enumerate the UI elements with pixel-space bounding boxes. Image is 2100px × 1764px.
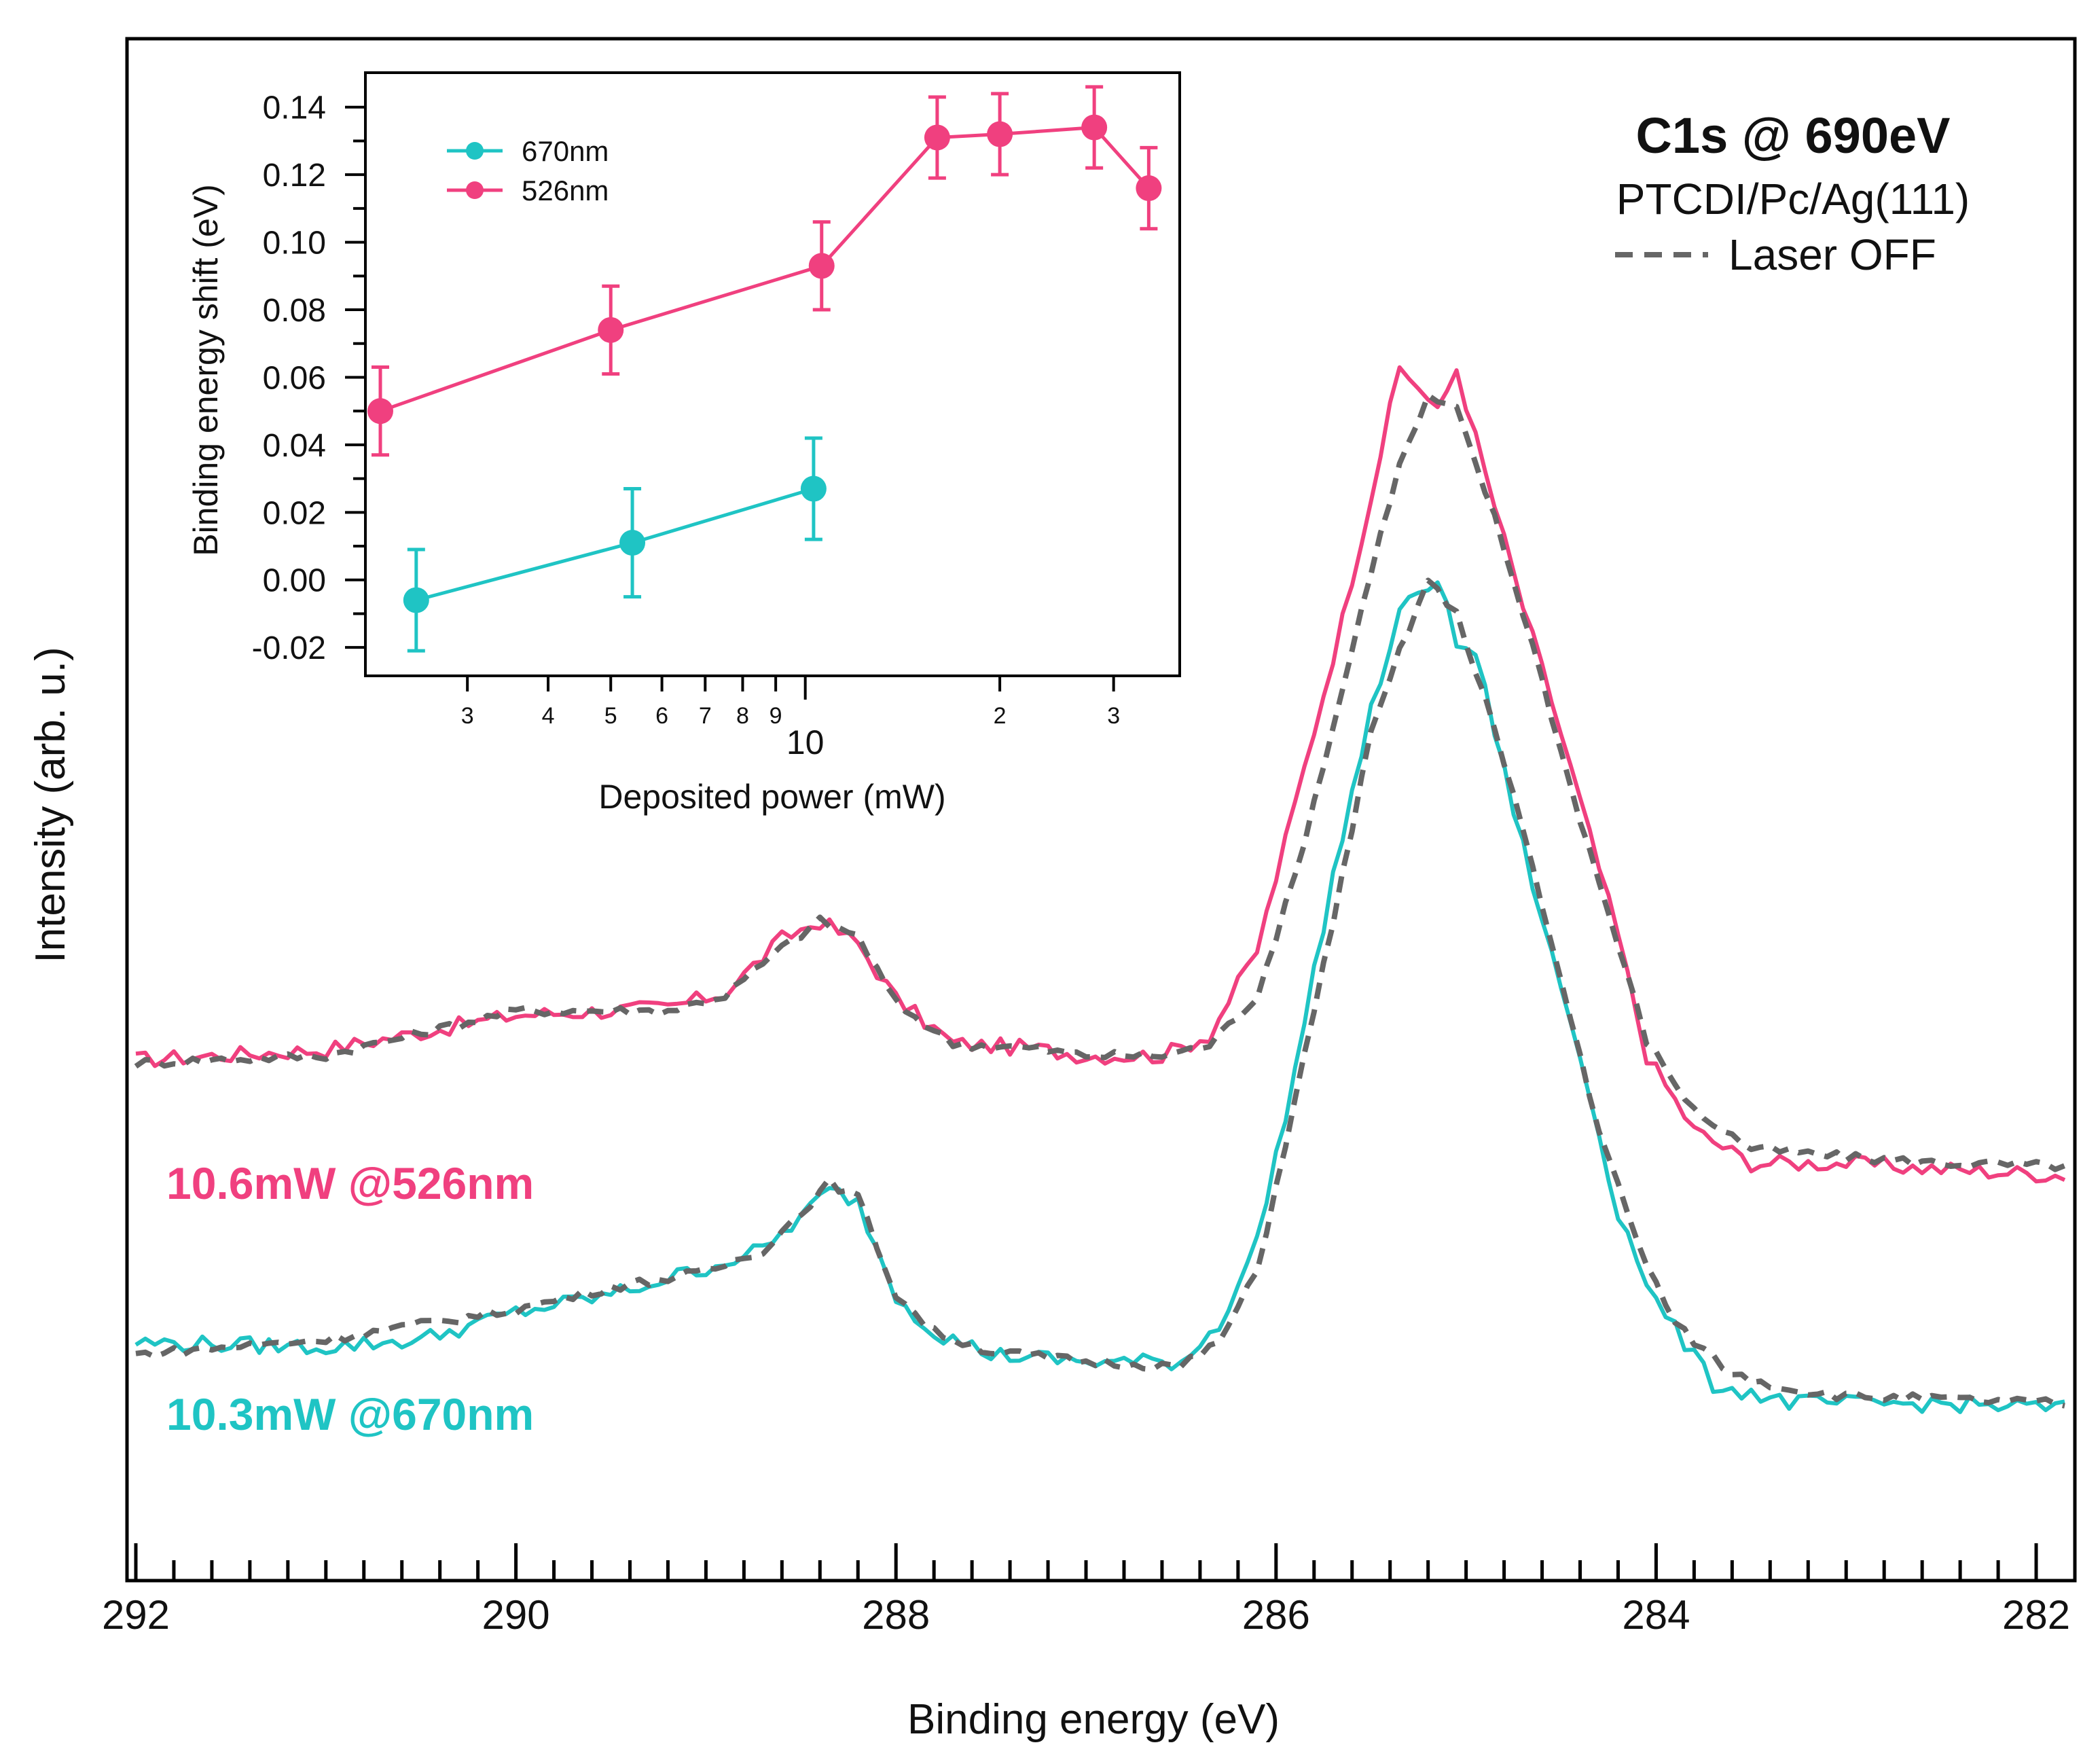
x-tick-label: 288 [862,1592,930,1638]
inset-x-tick-label: 3 [1107,703,1120,729]
inset-background [365,73,1180,676]
series-line-10-6mw-526nm [135,365,2066,1184]
inset-chart: 0.14 0.12 0.10 0.08 0.06 0.04 0.02 0.00 -0.02 3 4… [187,71,1181,816]
main-x-axis-label: Binding energy (eV) [907,1696,1280,1743]
annotation-670nm: 10.3mW @670nm [166,1389,534,1439]
inset-x-tick-label: 4 [542,703,555,729]
inset-x-tick-label: 2 [994,703,1007,729]
series-line-10-3mw-670nm-laser-off [135,577,2065,1409]
inset-y-ticks: 0.14 0.12 0.10 0.08 0.06 0.04 0.02 0.00 -0.02 [252,90,365,666]
inset-y-tick-label: 0.06 [263,360,326,396]
inset-x-tick-label: 3 [461,703,474,729]
inset-legend-670nm-label: 670nm [522,135,609,167]
inset-x-axis-label: Deposited power (mW) [598,778,945,816]
main-x-ticks [134,1543,2038,1581]
x-tick-label: 290 [482,1592,550,1638]
inset-y-tick-label: 0.02 [263,495,326,531]
inset-point-526nm [598,317,624,343]
x-tick-label: 286 [1242,1592,1310,1638]
inset-point-670nm [800,475,827,502]
inset-x-tick-label: 8 [736,703,749,729]
inset-y-tick-label: 0.10 [263,226,326,262]
inset-y-axis-label: Binding energy shift (eV) [187,184,225,556]
inset-series-group [367,85,1162,653]
main-y-axis-label: Intensity (arb. u.) [27,647,74,962]
inset-point-526nm [1081,114,1108,141]
chart-subtitle: PTCDI/Pc/Ag(111) [1616,175,1970,223]
inset-x-tick-label: 9 [770,703,782,729]
main-chart: 292 290 288 286 284 282 Binding energy (eV) I… [27,37,2077,1743]
main-series-group [134,365,2066,1414]
inset-y-tick-label: 0.04 [263,428,326,464]
legend-laser-off-label: Laser OFF [1728,230,1936,279]
inset-y-tick-label: 0.08 [263,293,326,329]
inset-legend-670nm-marker [466,142,484,160]
inset-point-526nm [987,121,1013,147]
inset-y-tick-label: 0.00 [263,563,326,599]
inset-x-tick-label: 10 [786,723,825,761]
chart-title: C1s @ 690eV [1635,107,1950,164]
inset-x-tick-label: 7 [699,703,712,729]
x-tick-label: 284 [1622,1592,1690,1638]
series-line-10-3mw-670nm [134,580,2065,1414]
annotation-526nm: 10.6mW @526nm [166,1158,534,1208]
inset-point-670nm [403,587,429,613]
inset-point-670nm [619,530,646,556]
x-tick-label: 292 [102,1592,170,1638]
inset-y-tick-label: 0.12 [263,158,326,194]
inset-legend-526nm-marker [466,181,484,199]
inset-x-ticks: 3 4 5 6 7 8 910 2 3 [461,676,1120,761]
main-x-tick-labels: 292 290 288 286 284 282 [102,1592,2070,1638]
x-tick-label: 282 [2002,1592,2070,1638]
inset-legend-526nm-label: 526nm [522,175,609,206]
main-plot-frame [125,37,2077,1583]
inset-y-tick-label: 0.14 [263,90,326,126]
inset-x-tick-label: 6 [655,703,668,729]
inset-point-526nm [367,398,393,425]
inset-point-526nm [924,124,950,151]
inset-y-tick-label: -0.02 [252,630,326,666]
inset-point-526nm [808,253,835,279]
inset-x-tick-label: 5 [604,703,617,729]
inset-point-526nm [1136,175,1162,202]
inset-plot-frame [364,71,1181,677]
